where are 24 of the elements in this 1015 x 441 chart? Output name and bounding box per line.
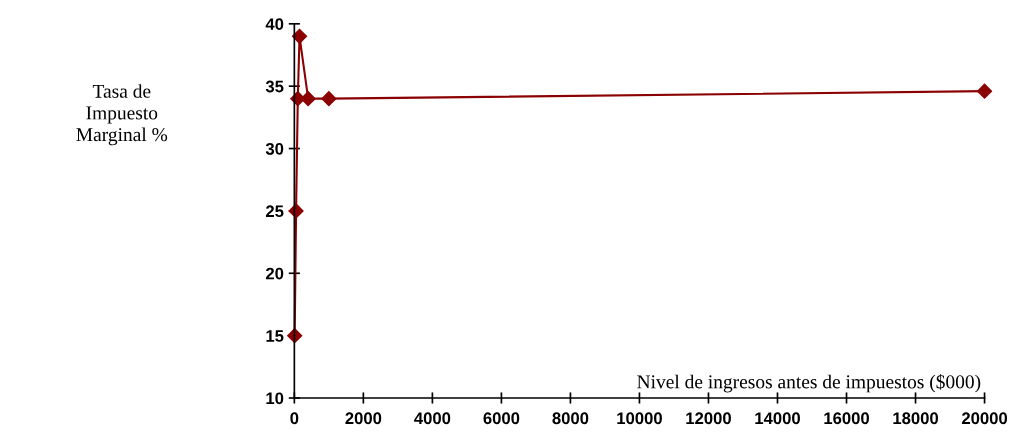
x-tick-label: 14000 [755, 412, 800, 425]
y-tick-label: 30 [265, 142, 284, 155]
x-tick-label: 10000 [617, 412, 662, 425]
x-tick-label: 6000 [483, 412, 520, 425]
x-tick-label: 18000 [893, 412, 939, 425]
y-tick-label: 15 [266, 330, 284, 342]
y-tick-label: 25 [265, 205, 284, 218]
x-axis-title: Nivel de ingresos antes de impuestos ($000) [637, 374, 981, 393]
text: Tasa de Impuesto Marginal % [76, 84, 168, 146]
point [976, 83, 993, 99]
y-tick-label: 20 [265, 267, 284, 280]
y-tick-label: 40 [265, 18, 284, 31]
point [321, 91, 337, 107]
x-tick-label: 0 [290, 412, 299, 425]
y-tick-label: 10 [266, 392, 284, 405]
x-tick-label: 16000 [824, 412, 869, 425]
x-tick-label: 2000 [345, 412, 382, 425]
x-tick-label: 12000 [686, 412, 731, 425]
x-tick-label: 8000 [552, 412, 589, 425]
x-tick-label: 20000 [961, 412, 1008, 425]
point [287, 328, 303, 344]
y-tick-label: 35 [265, 80, 284, 93]
point [291, 28, 308, 44]
x-tick-label: 4000 [414, 412, 451, 425]
